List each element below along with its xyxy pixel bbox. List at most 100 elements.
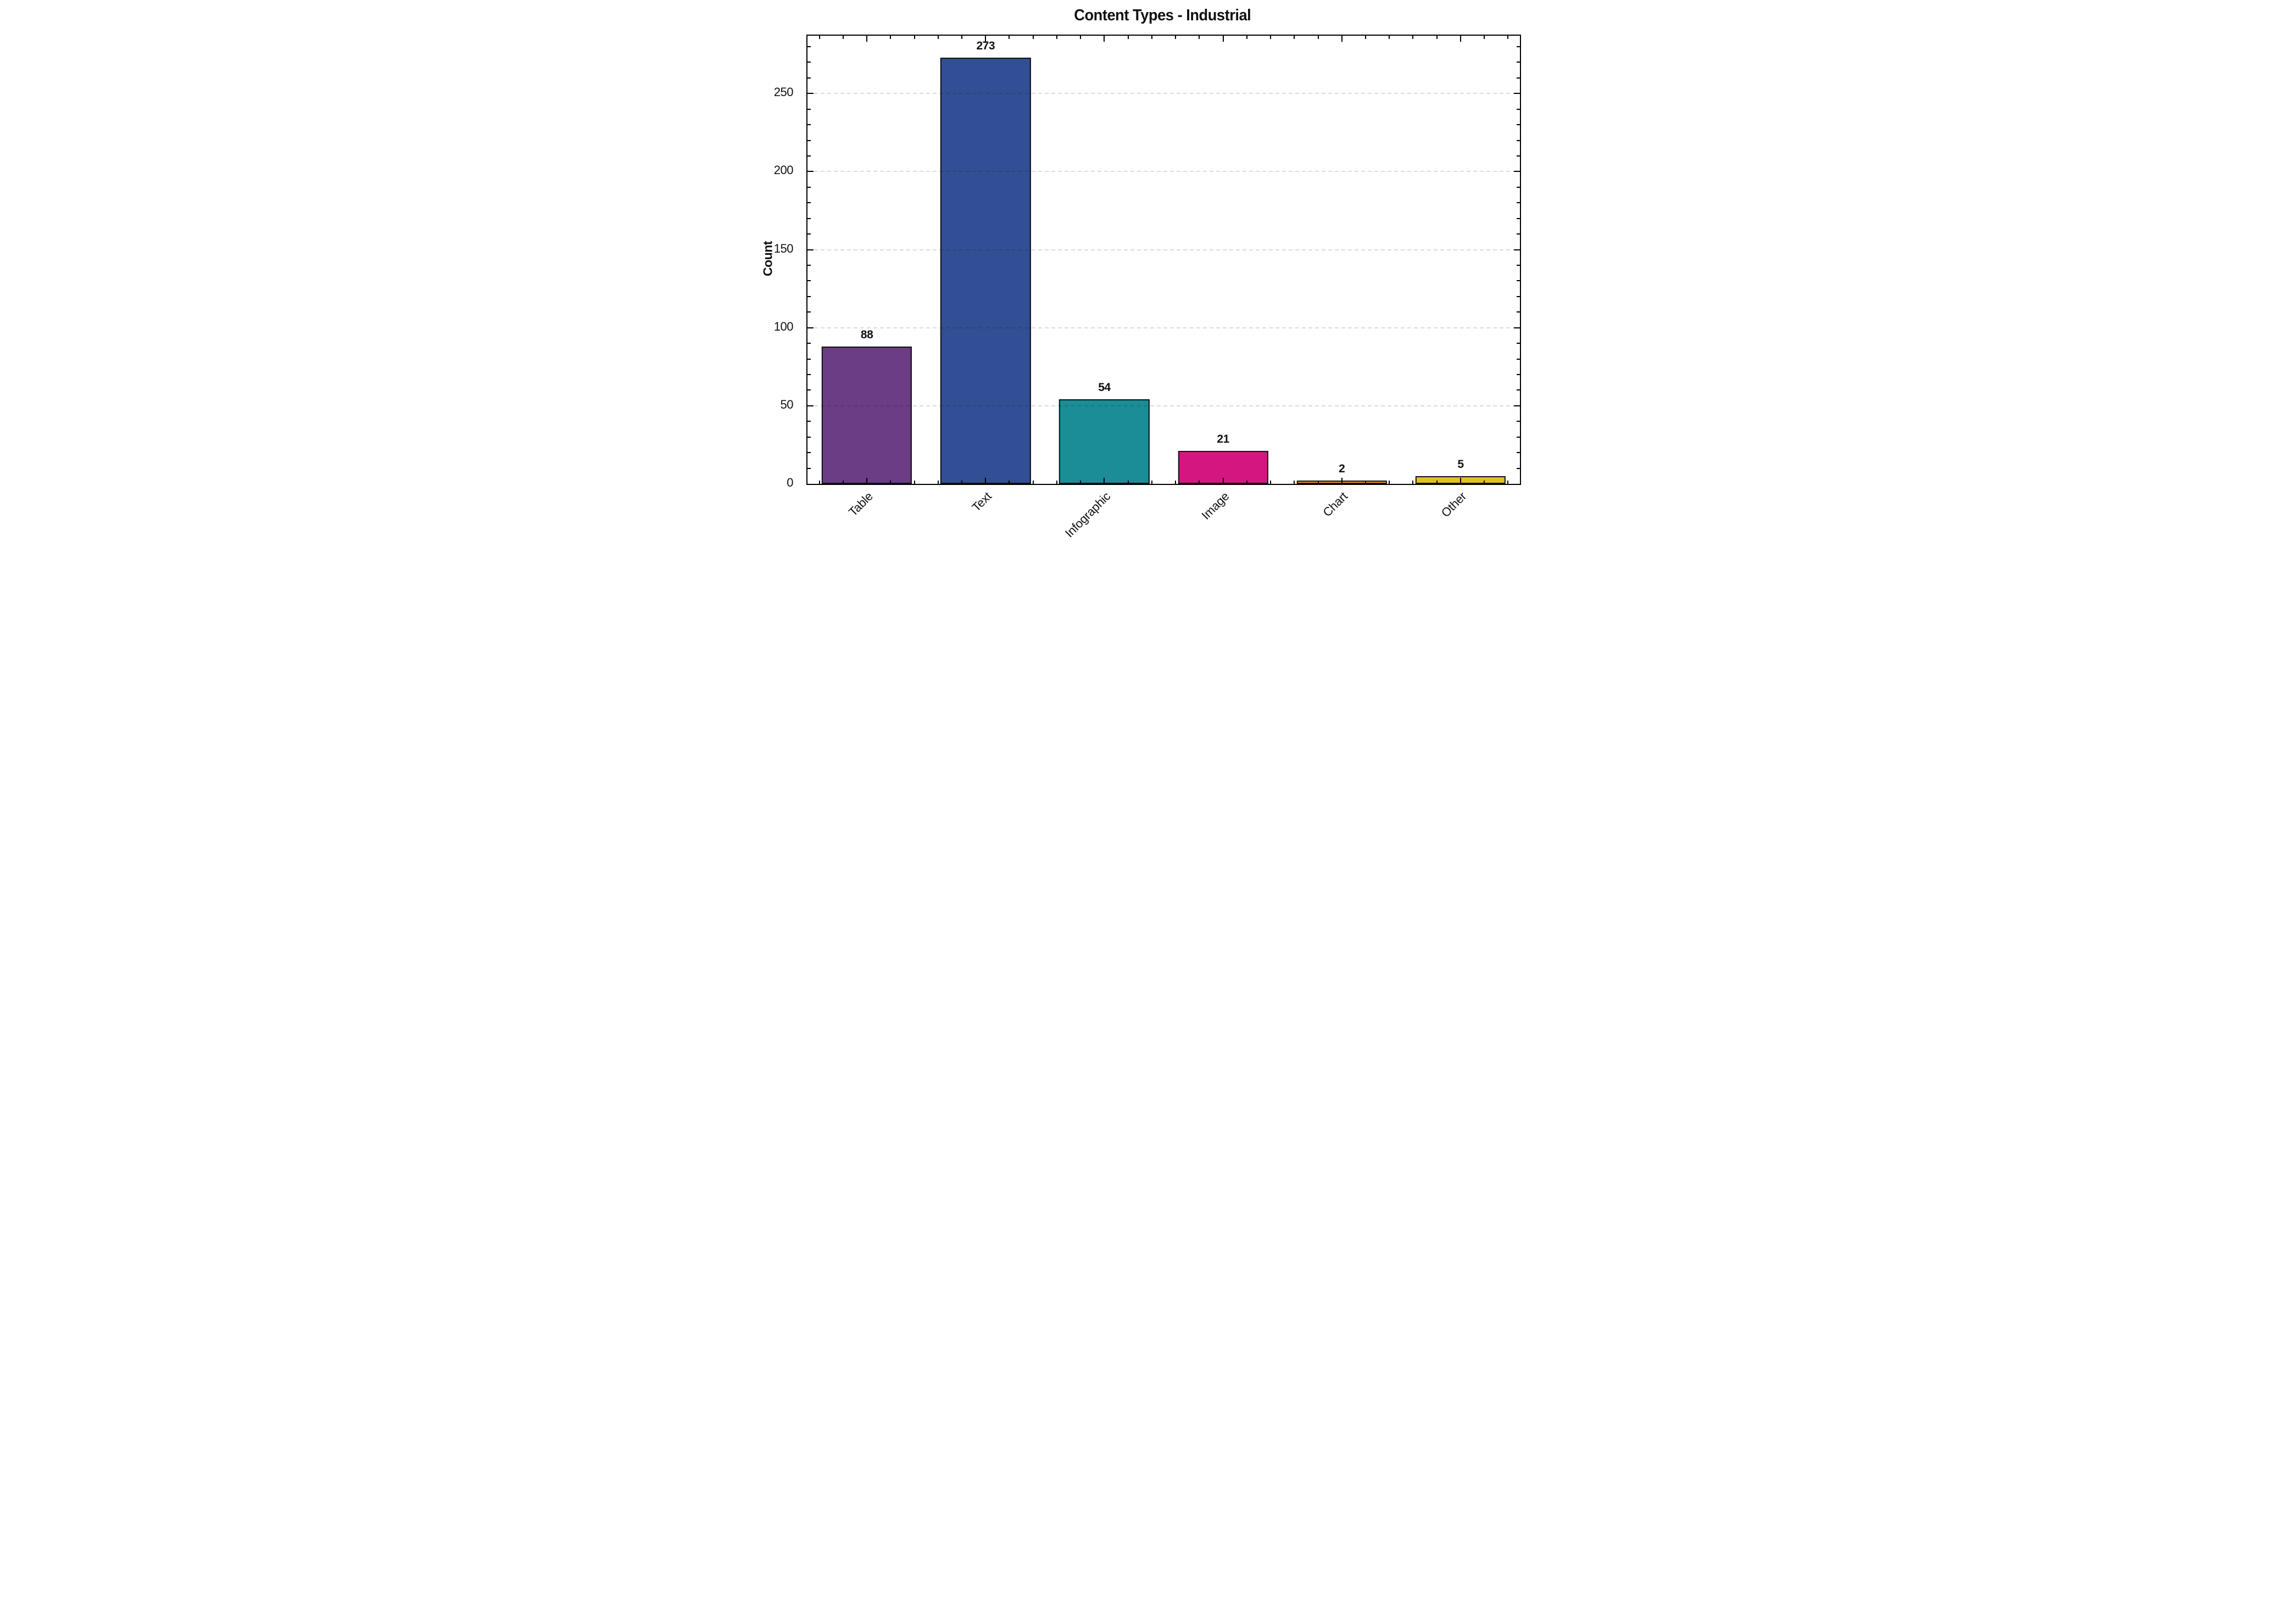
slot-infographic: 54: [1045, 36, 1163, 484]
axis-tick: [1364, 481, 1366, 484]
axis-tick: [1341, 36, 1342, 42]
axis-tick: [1436, 481, 1438, 484]
axis-tick: [807, 171, 814, 172]
axis-tick: [1517, 217, 1520, 219]
axis-tick: [866, 478, 868, 484]
slot-image: 21: [1164, 36, 1283, 484]
gridline-y-50: [807, 405, 1520, 406]
axis-tick: [1517, 264, 1520, 266]
axis-tick: [1436, 36, 1438, 39]
axis-tick: [1222, 36, 1224, 42]
slot-other: 5: [1401, 36, 1520, 484]
axis-tick: [1517, 467, 1520, 469]
axis-tick: [807, 155, 811, 157]
axis-tick: [1151, 36, 1152, 39]
axis-tick: [1175, 36, 1177, 39]
x-tick-label-image: Image: [1199, 489, 1232, 522]
axis-tick: [1294, 36, 1295, 39]
value-label-image: 21: [1217, 433, 1229, 446]
y-tick-label: 200: [773, 163, 794, 177]
axis-tick: [937, 36, 939, 39]
axis-tick: [1517, 421, 1520, 422]
axis-tick: [1009, 481, 1010, 484]
gridline-y-100: [807, 327, 1520, 328]
axis-tick: [807, 217, 811, 219]
axis-tick: [1517, 452, 1520, 454]
chart-title: Content Types - Industrial: [806, 7, 1519, 25]
axis-tick: [1517, 108, 1520, 110]
axis-tick: [1389, 481, 1390, 484]
axis-tick: [913, 36, 915, 39]
bars-layer: 88 273 54 21 2 5: [807, 36, 1520, 484]
value-label-other: 5: [1457, 457, 1464, 471]
y-axis-tick-labels: 0 50 100 150 200 250: [761, 35, 800, 489]
axis-tick: [890, 36, 892, 39]
axis-tick: [842, 481, 844, 484]
axis-tick: [1517, 233, 1520, 235]
slot-chart: 2: [1283, 36, 1401, 484]
axis-tick: [1199, 36, 1200, 39]
axis-tick: [1514, 327, 1520, 328]
axis-tick: [1246, 481, 1247, 484]
gridline-y-150: [807, 249, 1520, 250]
axis-tick: [807, 327, 814, 328]
axis-tick: [1484, 36, 1485, 39]
axis-tick: [818, 36, 820, 39]
axis-tick: [1080, 36, 1082, 39]
axis-tick: [1514, 93, 1520, 94]
axis-tick: [1459, 36, 1461, 42]
axis-tick: [1517, 280, 1520, 282]
axis-tick: [807, 467, 811, 469]
axis-tick: [807, 124, 811, 126]
axis-tick: [807, 62, 811, 63]
axis-tick: [1104, 478, 1105, 484]
axis-tick: [807, 264, 811, 266]
axis-tick: [1517, 311, 1520, 313]
axis-tick: [1032, 481, 1034, 484]
y-tick-label: 0: [787, 476, 793, 489]
axis-tick: [807, 93, 814, 94]
axis-tick: [961, 481, 963, 484]
x-tick-label-other: Other: [1439, 489, 1469, 520]
y-tick-label: 100: [773, 319, 794, 333]
axis-tick: [1517, 436, 1520, 438]
axis-tick: [1127, 36, 1129, 39]
axis-tick: [807, 436, 811, 438]
axis-tick: [1517, 202, 1520, 204]
axis-tick: [866, 36, 868, 42]
axis-tick: [1127, 481, 1129, 484]
axis-tick: [1222, 478, 1224, 484]
axis-tick: [807, 358, 811, 360]
axis-tick: [1507, 481, 1509, 484]
x-tick-label-chart: Chart: [1320, 489, 1351, 520]
axis-tick: [807, 108, 811, 110]
axis-tick: [1517, 373, 1520, 375]
axis-tick: [1517, 139, 1520, 141]
axis-tick: [807, 233, 811, 235]
x-tick-label-text: Text: [969, 489, 994, 515]
axis-tick: [807, 77, 811, 79]
axis-tick: [842, 36, 844, 39]
axis-tick: [1246, 36, 1247, 39]
value-label-table: 88: [860, 328, 873, 341]
axis-tick: [1517, 155, 1520, 157]
axis-tick: [1517, 343, 1520, 344]
gridline-y-200: [807, 171, 1520, 172]
axis-tick: [1459, 478, 1461, 484]
axis-tick: [807, 343, 811, 344]
axis-tick: [913, 481, 915, 484]
axis-tick: [807, 186, 811, 188]
axis-tick: [1484, 481, 1485, 484]
axis-tick: [1514, 171, 1520, 172]
value-label-chart: 2: [1339, 462, 1345, 476]
axis-tick: [1517, 46, 1520, 47]
axis-tick: [1517, 124, 1520, 126]
axis-tick: [1517, 186, 1520, 188]
axis-tick: [807, 280, 811, 282]
plot-area: 88 273 54 21 2 5: [806, 35, 1521, 485]
y-tick-label: 150: [773, 241, 794, 255]
bar-text: [940, 57, 1031, 484]
axis-tick: [1009, 36, 1010, 39]
axis-tick: [1294, 481, 1295, 484]
axis-tick: [1032, 36, 1034, 39]
